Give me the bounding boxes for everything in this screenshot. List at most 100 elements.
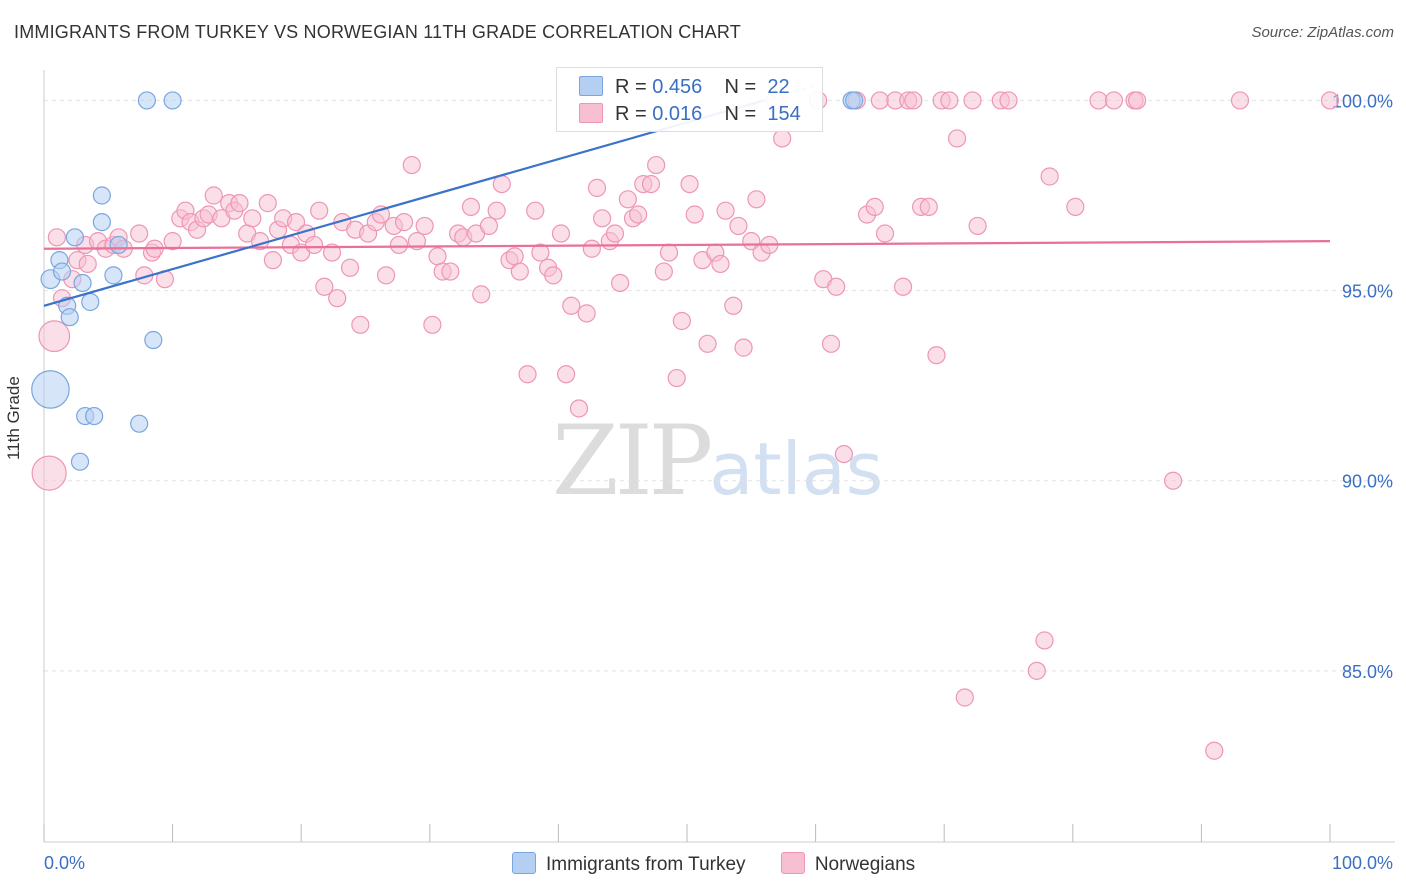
point-turkey	[60, 308, 79, 327]
point-norwegians	[551, 224, 571, 243]
point-norwegians	[315, 277, 334, 296]
point-norwegians	[827, 277, 846, 296]
point-norwegians	[562, 296, 581, 315]
source-label: Source: ZipAtlas.com	[1251, 24, 1394, 41]
point-norwegians	[428, 247, 447, 266]
point-norwegians	[38, 320, 71, 353]
trend-line-norwegians	[43, 240, 1331, 250]
point-norwegians	[667, 368, 686, 388]
point-norwegians	[865, 197, 884, 217]
point-norwegians	[415, 216, 434, 236]
y-tick-label: 85.0%	[1342, 662, 1393, 682]
point-norwegians	[919, 197, 938, 217]
point-turkey	[137, 91, 156, 110]
chart-title: IMMIGRANTS FROM TURKEY VS NORWEGIAN 11TH…	[14, 22, 741, 42]
point-norwegians	[734, 338, 753, 357]
point-norwegians	[716, 201, 735, 220]
point-norwegians	[230, 194, 249, 213]
point-turkey	[31, 370, 70, 409]
point-turkey	[52, 262, 72, 281]
point-norwegians	[487, 201, 506, 220]
point-norwegians	[328, 289, 347, 308]
point-norwegians	[711, 254, 730, 274]
legend-r-label: R =	[615, 103, 647, 125]
point-norwegians	[947, 129, 967, 148]
point-norwegians	[834, 444, 853, 464]
point-norwegians	[611, 273, 630, 293]
point-norwegians	[304, 235, 324, 255]
point-norwegians	[1027, 661, 1046, 680]
x-tick-label: 100.0%	[1332, 853, 1393, 873]
point-norwegians	[629, 205, 648, 224]
point-norwegians	[927, 346, 946, 365]
legend-r-value-turkey: 0.456	[652, 76, 703, 98]
point-norwegians	[518, 365, 537, 384]
point-turkey	[109, 235, 128, 255]
point-norwegians	[659, 243, 679, 262]
legend-item-norwegians[interactable]: Norwegians	[780, 852, 916, 876]
point-norwegians	[1127, 91, 1147, 110]
point-norwegians	[582, 239, 601, 258]
legend-label-turkey: Immigrants from Turkey	[546, 854, 746, 875]
point-norwegians	[310, 201, 329, 220]
point-norwegians	[654, 262, 673, 281]
point-norwegians	[243, 209, 262, 228]
point-turkey	[73, 273, 92, 293]
point-turkey	[104, 266, 123, 285]
point-turkey	[85, 406, 104, 426]
point-norwegians	[618, 190, 637, 209]
point-norwegians	[351, 315, 370, 334]
point-norwegians	[47, 228, 66, 247]
point-turkey	[81, 292, 100, 312]
point-turkey	[92, 213, 111, 232]
point-norwegians	[680, 174, 699, 194]
point-norwegians	[1164, 471, 1183, 490]
point-turkey	[92, 186, 111, 205]
legend-swatch-norwegians	[579, 103, 603, 123]
point-norwegians	[340, 258, 360, 277]
point-norwegians	[286, 213, 306, 232]
point-turkey	[130, 414, 149, 433]
point-turkey	[163, 91, 182, 110]
point-norwegians	[870, 91, 890, 110]
point-norwegians	[441, 262, 460, 281]
point-norwegians	[402, 155, 421, 175]
legend-r-value-norwegians: 0.016	[652, 103, 703, 125]
point-norwegians	[394, 213, 414, 232]
legend-item-turkey[interactable]: Immigrants from Turkey	[512, 852, 746, 876]
trend-line-turkey	[43, 99, 765, 307]
point-norwegians	[505, 247, 524, 266]
point-norwegians	[1089, 91, 1108, 110]
watermark-atlas: atlas	[709, 427, 884, 511]
point-norwegians	[472, 285, 491, 304]
point-norwegians	[1035, 631, 1054, 650]
point-norwegians	[1040, 167, 1059, 186]
point-norwegians	[557, 365, 576, 384]
legend-n-value-norwegians: 154	[767, 103, 801, 125]
series-legend: Immigrants from Turkey Norwegians	[512, 852, 945, 876]
point-norwegians	[968, 216, 987, 236]
point-norwegians	[258, 194, 277, 213]
point-norwegians	[492, 174, 511, 194]
legend-swatch-norwegians	[780, 852, 805, 874]
y-tick-label: 90.0%	[1342, 472, 1393, 492]
point-norwegians	[163, 232, 182, 251]
point-turkey	[845, 91, 864, 110]
point-norwegians	[875, 224, 895, 243]
point-norwegians	[322, 243, 342, 262]
point-norwegians	[544, 266, 563, 285]
legend-row-norwegians: R = 0.016 N = 154	[579, 101, 801, 127]
legend-r-label: R =	[615, 76, 647, 98]
point-turkey	[65, 228, 84, 247]
point-norwegians	[587, 178, 607, 197]
point-norwegians	[531, 243, 550, 262]
point-norwegians	[376, 266, 396, 285]
legend-row-turkey: R = 0.456 N = 22	[579, 74, 790, 100]
legend-label-norwegians: Norwegians	[814, 854, 916, 875]
point-norwegians	[577, 304, 596, 323]
legend-n-label: N =	[724, 103, 757, 125]
point-norwegians	[641, 174, 661, 194]
point-norwegians	[904, 91, 923, 110]
point-norwegians	[569, 399, 589, 418]
